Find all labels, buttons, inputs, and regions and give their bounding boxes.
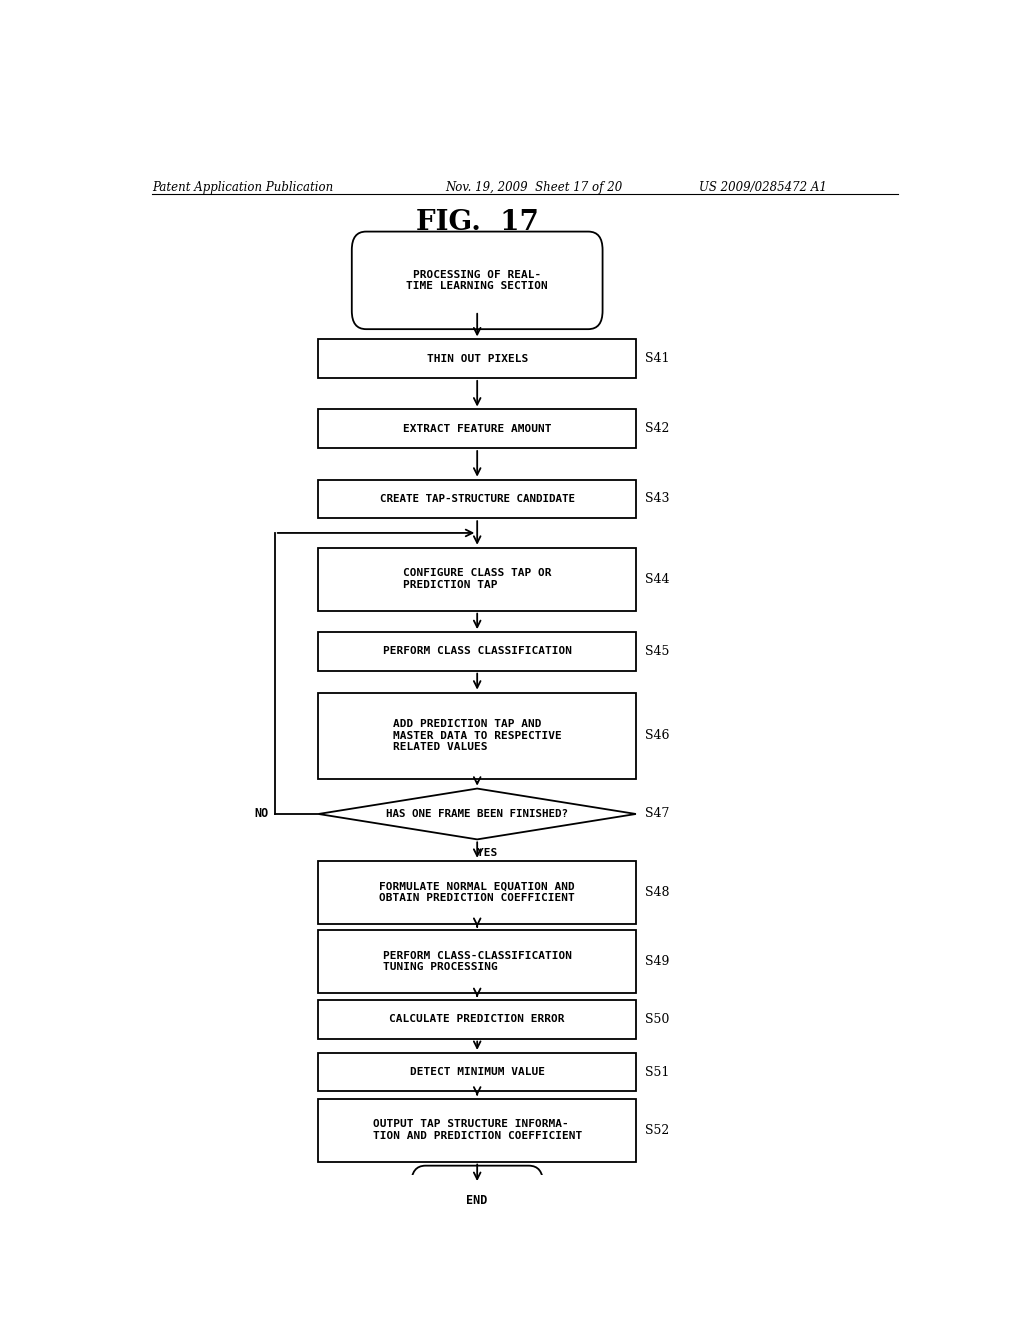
Text: DETECT MINIMUM VALUE: DETECT MINIMUM VALUE: [410, 1067, 545, 1077]
Text: CREATE TAP-STRUCTURE CANDIDATE: CREATE TAP-STRUCTURE CANDIDATE: [380, 494, 574, 504]
Text: S42: S42: [645, 422, 670, 436]
FancyBboxPatch shape: [318, 339, 636, 378]
Text: S48: S48: [645, 886, 670, 899]
Text: S41: S41: [645, 352, 670, 366]
Text: CONFIGURE CLASS TAP OR
PREDICTION TAP: CONFIGURE CLASS TAP OR PREDICTION TAP: [402, 569, 552, 590]
Text: S46: S46: [645, 729, 670, 742]
FancyBboxPatch shape: [412, 1166, 543, 1234]
FancyBboxPatch shape: [318, 693, 636, 779]
Text: OUTPUT TAP STRUCTURE INFORMA-
TION AND PREDICTION COEFFICIENT: OUTPUT TAP STRUCTURE INFORMA- TION AND P…: [373, 1119, 582, 1140]
FancyBboxPatch shape: [318, 861, 636, 924]
Text: S50: S50: [645, 1012, 670, 1026]
Text: Nov. 19, 2009  Sheet 17 of 20: Nov. 19, 2009 Sheet 17 of 20: [445, 181, 623, 194]
Text: THIN OUT PIXELS: THIN OUT PIXELS: [427, 354, 527, 363]
FancyBboxPatch shape: [318, 409, 636, 447]
Text: US 2009/0285472 A1: US 2009/0285472 A1: [699, 181, 827, 194]
FancyBboxPatch shape: [318, 1001, 636, 1039]
FancyBboxPatch shape: [318, 479, 636, 519]
FancyBboxPatch shape: [352, 231, 602, 329]
Text: FIG.  17: FIG. 17: [416, 210, 539, 236]
FancyBboxPatch shape: [318, 548, 636, 611]
Text: S45: S45: [645, 645, 670, 657]
Text: S44: S44: [645, 573, 670, 586]
Text: PERFORM CLASS-CLASSIFICATION
TUNING PROCESSING: PERFORM CLASS-CLASSIFICATION TUNING PROC…: [383, 950, 571, 972]
Text: HAS ONE FRAME BEEN FINISHED?: HAS ONE FRAME BEEN FINISHED?: [386, 809, 568, 818]
Polygon shape: [318, 788, 636, 840]
FancyBboxPatch shape: [318, 1053, 636, 1092]
FancyBboxPatch shape: [318, 632, 636, 671]
Text: EXTRACT FEATURE AMOUNT: EXTRACT FEATURE AMOUNT: [402, 424, 552, 434]
Text: NO: NO: [254, 808, 268, 821]
Text: S43: S43: [645, 492, 670, 506]
Text: S47: S47: [645, 808, 670, 821]
Text: S49: S49: [645, 954, 670, 968]
Text: ADD PREDICTION TAP AND
MASTER DATA TO RESPECTIVE
RELATED VALUES: ADD PREDICTION TAP AND MASTER DATA TO RE…: [393, 719, 561, 752]
FancyBboxPatch shape: [318, 1098, 636, 1162]
Text: S52: S52: [645, 1123, 670, 1137]
Text: Patent Application Publication: Patent Application Publication: [152, 181, 333, 194]
Text: YES: YES: [476, 847, 497, 858]
Text: CALCULATE PREDICTION ERROR: CALCULATE PREDICTION ERROR: [389, 1014, 565, 1024]
FancyBboxPatch shape: [318, 929, 636, 993]
Text: S51: S51: [645, 1065, 670, 1078]
Text: FORMULATE NORMAL EQUATION AND
OBTAIN PREDICTION COEFFICIENT: FORMULATE NORMAL EQUATION AND OBTAIN PRE…: [379, 882, 575, 903]
Text: PROCESSING OF REAL-
TIME LEARNING SECTION: PROCESSING OF REAL- TIME LEARNING SECTIO…: [407, 269, 548, 292]
Text: PERFORM CLASS CLASSIFICATION: PERFORM CLASS CLASSIFICATION: [383, 647, 571, 656]
Text: END: END: [467, 1193, 487, 1206]
